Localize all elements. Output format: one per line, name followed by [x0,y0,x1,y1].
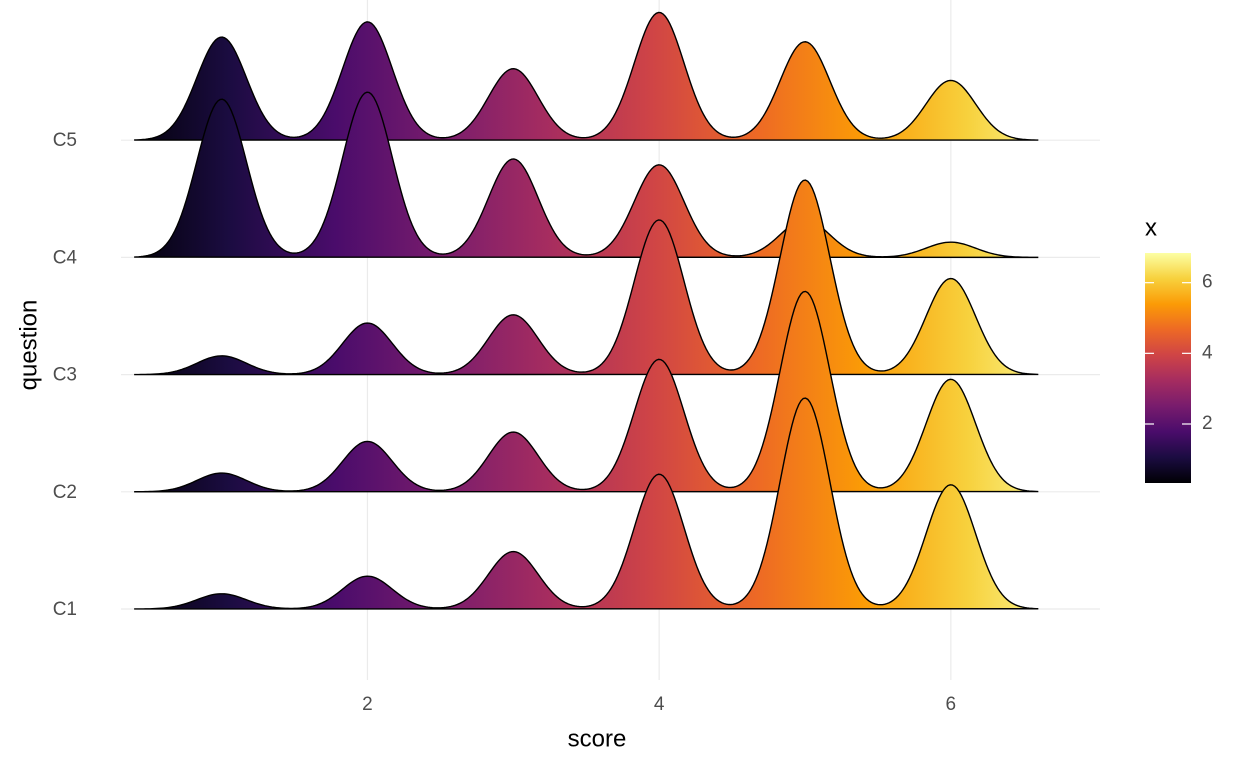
x-tick-label: 2 [362,694,373,715]
colorbar [1145,253,1191,483]
y-tick-label: C2 [53,482,77,503]
y-tick-label: C3 [53,365,77,386]
x-tick-label: 6 [946,694,957,715]
y-tick-label: C5 [53,130,77,151]
ridge [134,179,1039,376]
ridge [134,11,1039,141]
x-axis-title: score [568,725,627,752]
ridge [134,91,1039,259]
ridge [134,397,1039,610]
y-tick-label: C4 [53,247,78,268]
y-tick-label: C1 [53,599,77,620]
x-tick-label: 4 [654,694,665,715]
ridge [134,290,1039,493]
legend-title: x [1145,214,1157,241]
y-axis-title: question [15,300,42,391]
colorbar-label: 6 [1202,272,1213,293]
colorbar-label: 4 [1202,342,1213,363]
colorbar-label: 2 [1202,413,1213,434]
